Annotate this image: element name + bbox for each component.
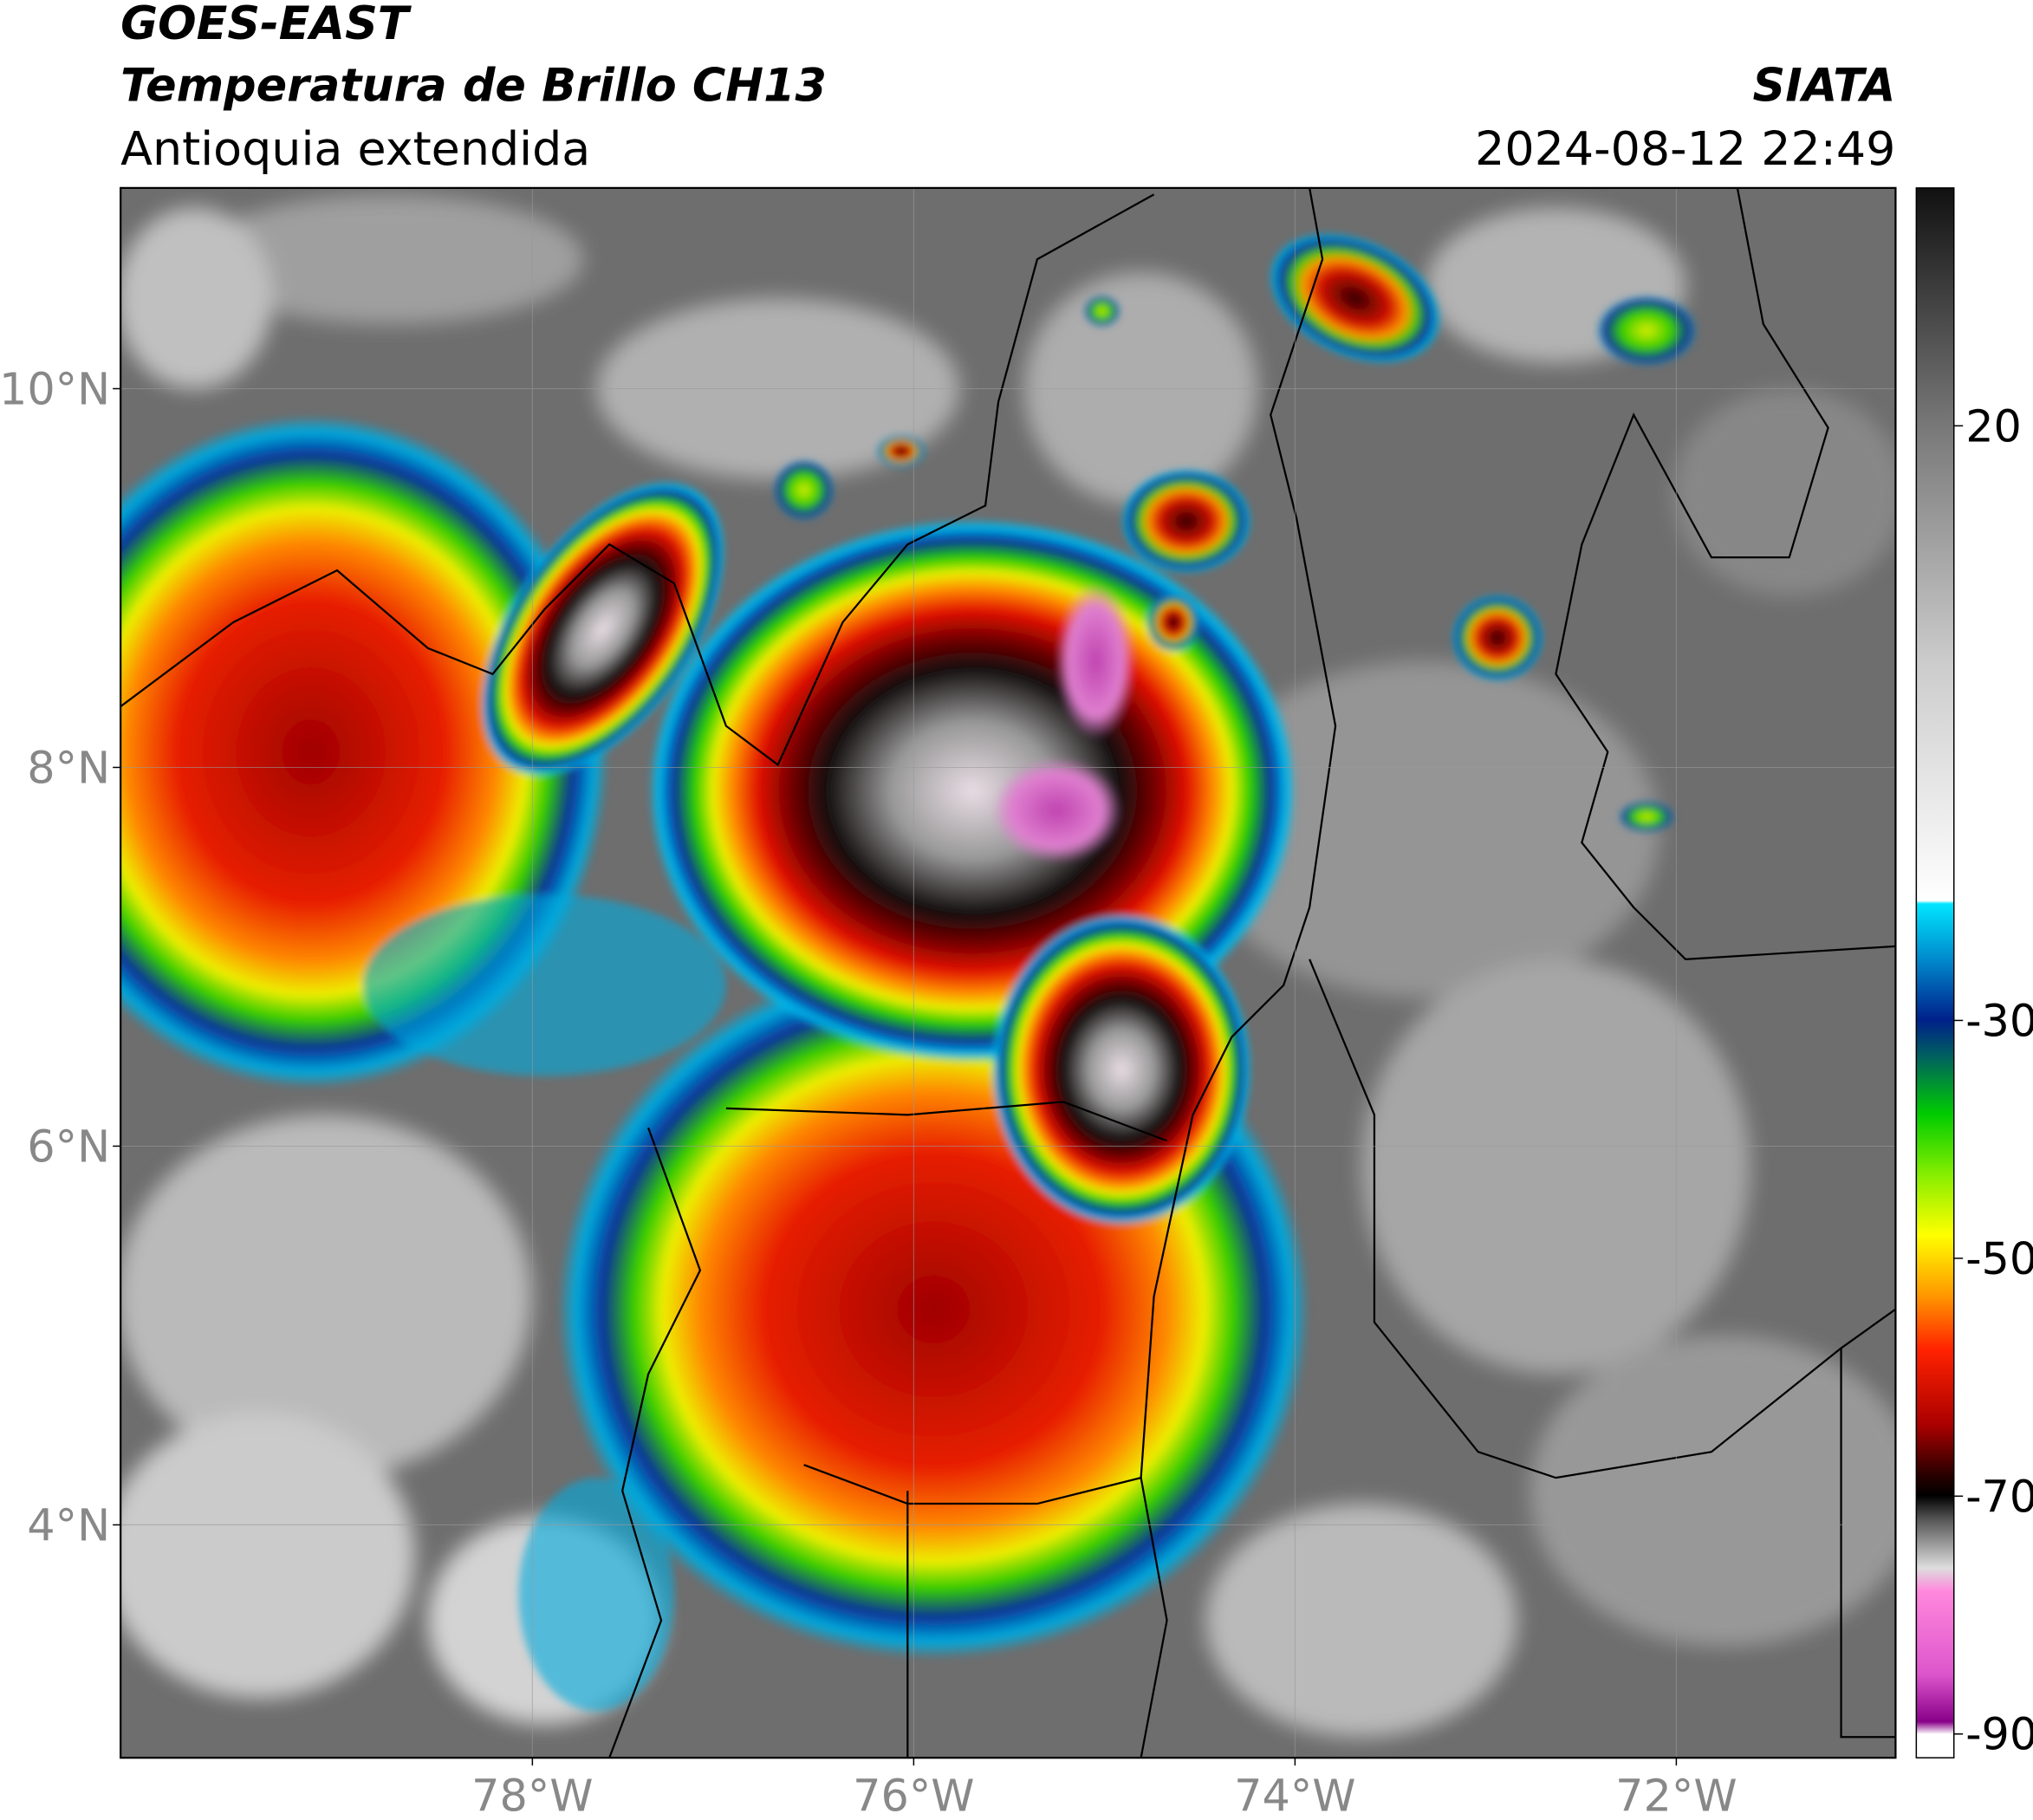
colorbar-tick-label: -90 bbox=[1965, 1709, 2033, 1760]
x-tick-label: 72°W bbox=[1615, 1771, 1737, 1820]
satellite-image bbox=[120, 187, 1896, 1758]
title: Temperatura de Brillo CH13 bbox=[120, 60, 827, 113]
colorbar-tick-label: -30 bbox=[1965, 995, 2033, 1046]
colorbar-tick-label: 20 bbox=[1965, 400, 2022, 452]
y-tick-label: 4°N bbox=[27, 1499, 110, 1550]
y-tick-label: 10°N bbox=[0, 363, 110, 414]
y-tick-label: 8°N bbox=[27, 742, 110, 793]
colorbar-ticks: -90 -70 -50 -30 20 bbox=[1953, 400, 2033, 1760]
colorbar bbox=[1915, 187, 1955, 1758]
x-tick-label: 76°W bbox=[853, 1771, 974, 1820]
y-tick-label: 6°N bbox=[27, 1121, 110, 1172]
colorbar-tick-label: -50 bbox=[1965, 1233, 2033, 1284]
grid bbox=[120, 187, 1896, 1758]
source: SIATA bbox=[1753, 60, 1896, 113]
colorbar-tick-label: -70 bbox=[1965, 1471, 2033, 1522]
borders bbox=[120, 187, 1896, 1758]
x-tick-label: 74°W bbox=[1234, 1771, 1355, 1820]
title: GOES-EAST bbox=[120, 0, 412, 50]
datetime: 2024-08-12 22:49 bbox=[1475, 121, 1895, 176]
map-frame bbox=[120, 186, 1897, 1759]
x-tick-label: 78°W bbox=[471, 1771, 593, 1820]
subtitle: Antioquia extendida bbox=[120, 121, 590, 176]
